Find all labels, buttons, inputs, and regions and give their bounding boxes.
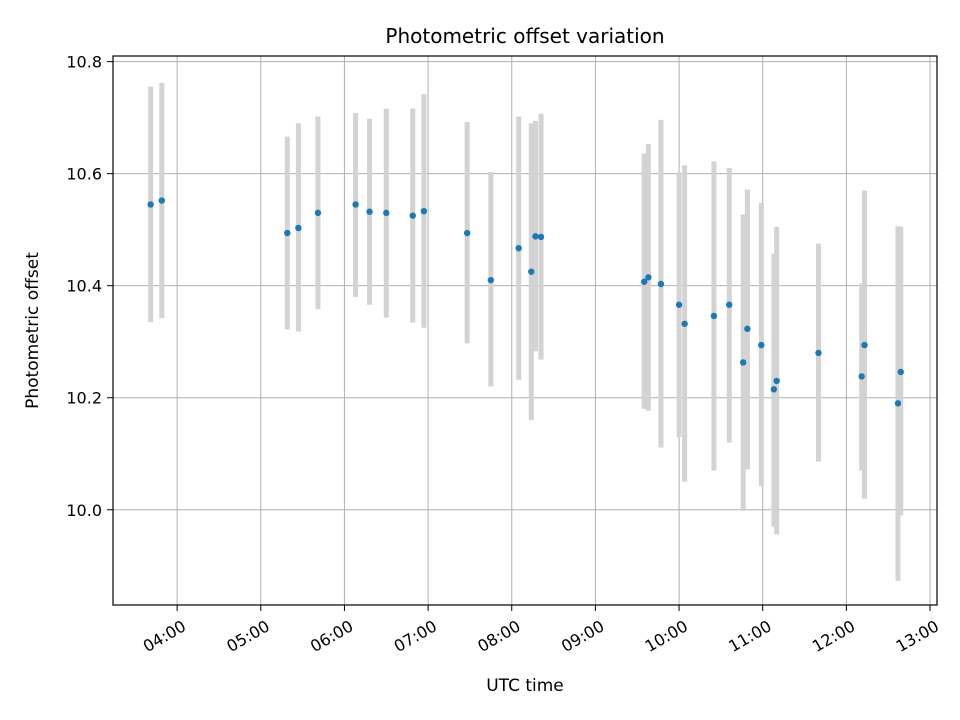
data-point [858, 373, 865, 380]
x-tick-label: 13:00 [893, 616, 942, 656]
data-point [744, 325, 751, 333]
data-point [739, 359, 747, 366]
y-tick-label: 10.0 [66, 501, 102, 520]
x-tick-label: 04:00 [140, 616, 189, 656]
data-point [366, 208, 373, 215]
data-point [314, 209, 322, 217]
data-point [515, 244, 522, 252]
data-point [645, 274, 652, 281]
x-axis-ticks: 04:00 05:00 06:00 07:00 08:00 09:00 10:00 11:00… [140, 605, 942, 656]
y-axis-label: Photometric offset [23, 252, 43, 409]
x-tick-label: 10:00 [642, 616, 691, 656]
x-tick-label: 09:00 [558, 616, 607, 656]
data-point [758, 341, 765, 349]
data-point [675, 301, 683, 308]
data-points [147, 197, 904, 407]
data-point [147, 201, 154, 208]
data-point [284, 229, 291, 237]
data-point [487, 276, 495, 284]
data-point [894, 400, 902, 407]
data-point [897, 368, 904, 376]
data-point [861, 341, 868, 349]
y-tick-label: 10.8 [66, 53, 102, 72]
data-point [726, 301, 733, 308]
data-point [158, 197, 165, 204]
error-bars [148, 82, 904, 581]
data-point [641, 278, 648, 285]
grid [113, 56, 937, 605]
data-point [528, 268, 535, 275]
data-point [710, 312, 718, 320]
y-tick-label: 10.4 [66, 277, 102, 296]
plot-area-frame [112, 55, 938, 606]
data-point [295, 224, 302, 232]
data-point [815, 349, 822, 357]
data-point [409, 212, 416, 219]
data-point [770, 386, 778, 393]
data-point [463, 229, 471, 237]
data-point [383, 209, 390, 217]
data-point [681, 320, 688, 327]
x-tick-label: 05:00 [223, 616, 272, 656]
y-tick-label: 10.6 [66, 165, 102, 184]
x-tick-label: 07:00 [391, 616, 440, 656]
chart-title: Photometric offset variation [385, 24, 664, 48]
y-axis-ticks: 10.0 10.2 10.4 10.6 10.8 [66, 53, 113, 520]
data-point [773, 377, 780, 385]
y-tick-label: 10.2 [66, 389, 102, 408]
x-axis-label: UTC time [486, 676, 564, 696]
data-point [537, 233, 545, 241]
data-point [657, 280, 665, 288]
data-point [532, 233, 539, 240]
x-tick-label: 11:00 [725, 616, 774, 656]
data-point [352, 201, 359, 208]
x-tick-label: 08:00 [474, 616, 523, 656]
data-point [420, 207, 428, 215]
x-tick-label: 06:00 [307, 616, 356, 656]
x-tick-label: 12:00 [809, 616, 858, 656]
